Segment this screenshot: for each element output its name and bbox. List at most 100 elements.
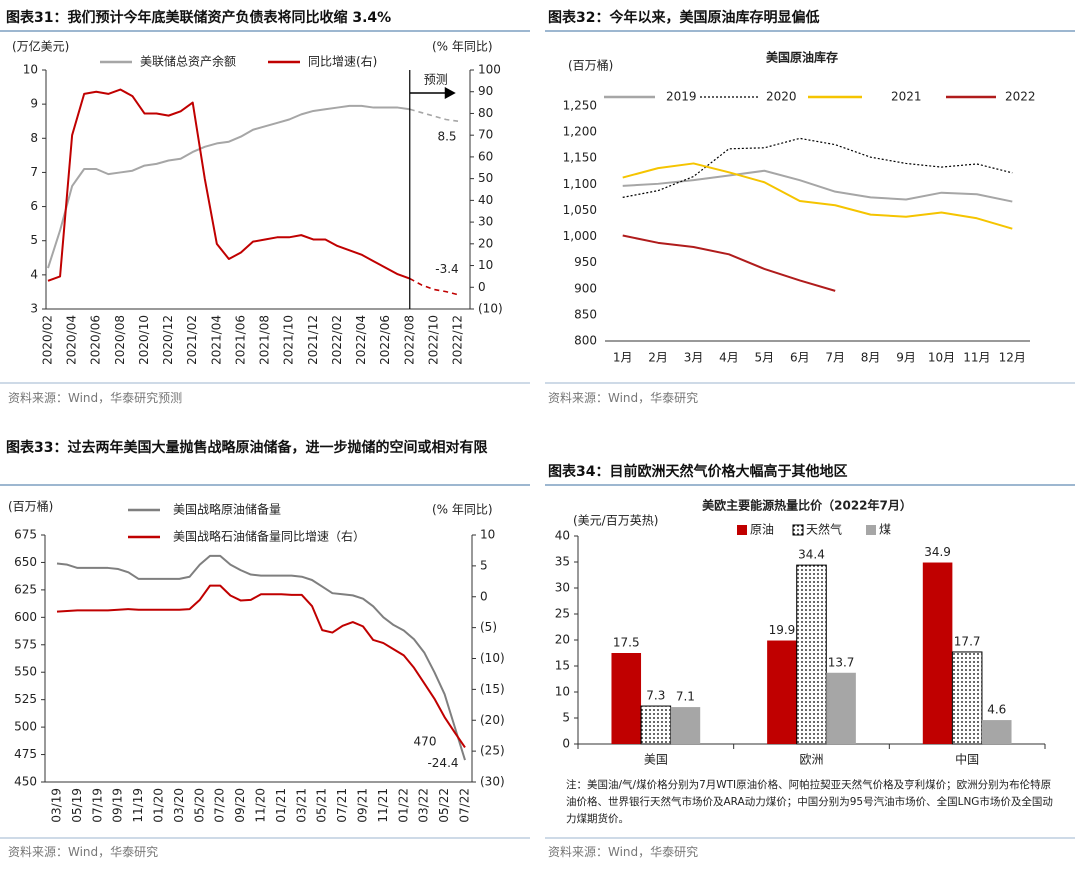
y-tick-label: 1,100 [563,177,597,191]
line-series [47,104,410,269]
subtitle: 美国原油库存 [766,50,838,65]
x-tick-label: 欧洲 [799,753,823,767]
y2-tick-label: (30) [480,775,505,789]
value-label: 34.4 [798,548,825,562]
y2-tick-label: (5) [480,620,497,634]
annotation-arrowhead [444,87,456,99]
y2-label: (% 年同比) [432,40,493,54]
value-label: 8.5 [437,130,456,144]
x-tick-label: 09/20 [233,788,247,823]
legend-label: 同比增速(右) [308,54,377,69]
x-tick-label: 2021/06 [233,315,247,365]
legend-label: 美联储总资产余额 [140,54,236,69]
x-tick-label: 3月 [684,351,704,365]
value-label: 17.7 [954,634,981,648]
x-tick-label: 07/21 [335,788,349,823]
x-tick-label: 2020/04 [65,315,79,365]
x-tick-label: 03/20 [172,788,186,823]
x-tick-label: 05/21 [315,788,329,823]
line-series [409,277,459,296]
value-label: -24.4 [427,756,458,770]
chart-title: 图表33：过去两年美国大量抛售战略原油储备，进一步抛储的空间或相对有限 [6,440,488,456]
x-tick-label: 01/22 [396,788,410,823]
bar [922,562,953,744]
x-tick-label: 12月 [999,351,1026,365]
bar [670,707,701,744]
value-label: 17.5 [613,636,640,650]
value-label: 470 [414,735,437,749]
y-tick-label: 450 [14,775,37,789]
x-tick-label: 2022/10 [426,315,440,365]
x-tick-label: 2020/08 [113,315,127,365]
y2-tick-label: 30 [478,215,493,229]
legend-label: 2022 [1005,90,1036,104]
y-tick-label: 3 [30,302,38,316]
x-tick-label: 11/20 [254,788,268,823]
chart-title: 图表31：我们预计今年底美联储资产负债表将同比收缩 3.4% [6,10,392,26]
x-tick-label: 01/21 [274,788,288,823]
y-tick-label: 4 [30,267,38,281]
line-series [622,137,1013,198]
source: 资料来源：Wind，华泰研究预测 [8,391,183,405]
bar [796,564,827,745]
bar [611,653,642,744]
bar [981,720,1012,744]
y-tick-label: 475 [14,747,37,761]
y-tick-label: 15 [555,659,570,673]
x-tick-label: 2020/10 [137,315,151,365]
y2-tick-label: 10 [478,258,493,272]
x-tick-label: 07/19 [90,788,104,823]
x-tick-label: 07/20 [213,788,227,823]
y-tick-label: 1,150 [563,151,597,165]
y-tick-label: 5 [562,711,570,725]
x-tick-label: 2022/02 [330,315,344,365]
x-tick-label: 03/22 [417,788,431,823]
annotation: 预测 [424,73,448,87]
y-tick-label: 40 [555,529,570,543]
x-tick-label: 2021/02 [185,315,199,365]
y-tick-label: 7 [30,165,38,179]
y2-tick-label: 100 [478,63,501,77]
y-tick-label: 1,250 [563,99,597,113]
x-tick-label: 2021/04 [209,315,223,365]
y-tick-label: 30 [555,581,570,595]
y2-tick-label: 80 [478,106,493,120]
y-tick-label: 5 [30,233,38,247]
y2-label: (% 年同比) [432,503,493,517]
y2-tick-label: 50 [478,171,493,185]
y-tick-label: 575 [14,637,37,651]
value-label: 7.1 [676,690,695,704]
y-tick-label: 10 [555,685,570,699]
y2-tick-label: (25) [480,744,505,758]
y-tick-label: 550 [14,665,37,679]
y2-tick-label: (10) [478,302,503,316]
y-tick-label: 35 [555,555,570,569]
x-tick-label: 01/20 [152,788,166,823]
y2-tick-label: 20 [478,236,493,250]
x-tick-label: 11/21 [376,788,390,823]
legend-label: 美国战略石油储备量同比增速（右） [173,529,365,544]
line-series [56,554,466,761]
y-label: (美元/百万英热) [573,514,658,528]
source: 资料来源：Wind，华泰研究 [8,845,159,859]
y-label: (百万桶) [8,499,53,514]
x-tick-label: 07/22 [458,788,472,823]
x-tick-label: 03/21 [294,788,308,823]
legend-label: 原油 [750,523,774,537]
y2-tick-label: (10) [480,651,505,665]
bar [826,672,856,744]
legend-label: 天然气 [806,522,842,537]
value-label: 19.9 [769,623,796,637]
x-tick-label: 2020/06 [89,315,103,365]
x-tick-label: 11月 [963,351,990,365]
x-tick-label: 2021/12 [306,315,320,365]
value-label: 4.6 [987,703,1006,717]
y-tick-label: 600 [14,610,37,624]
value-label: -3.4 [435,262,458,276]
y-tick-label: 650 [14,555,37,569]
bar [640,705,672,745]
y-tick-label: 1,000 [563,229,597,243]
bar [951,651,983,745]
chart-title: 图表34：目前欧洲天然气价格大幅高于其他地区 [548,464,848,480]
